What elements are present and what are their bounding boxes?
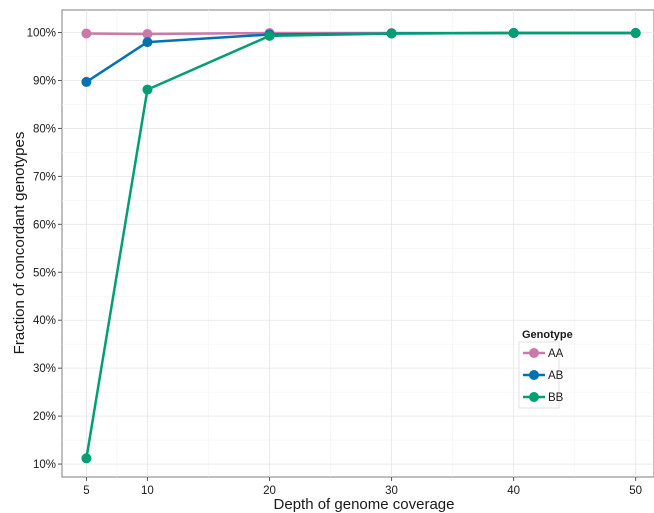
grid xyxy=(62,10,654,477)
y-tick-label: 50% xyxy=(33,267,56,279)
series-layer xyxy=(81,28,641,464)
x-axis-title: Depth of genome coverage xyxy=(274,496,455,513)
legend-label-aa: AA xyxy=(548,348,564,360)
x-tick-label: 40 xyxy=(507,485,520,497)
y-tick-label: 60% xyxy=(33,219,56,231)
x-tick-label: 30 xyxy=(385,485,398,497)
x-tick-label: 10 xyxy=(141,485,154,497)
legend-items: AA AB BB xyxy=(523,348,564,404)
data-point-aa xyxy=(81,28,92,39)
data-point-bb xyxy=(508,28,519,39)
axes: 10% 20% 30% 40% 50% 60% 70% 80% 90% 100% 5 10 20 30 40… xyxy=(27,28,643,497)
legend-label-bb: BB xyxy=(548,392,564,404)
y-tick-label: 10% xyxy=(33,459,56,471)
y-tick-label: 30% xyxy=(33,363,56,375)
legend-title: Genotype xyxy=(522,329,573,341)
y-axis-title: Fraction of concordant genotypes xyxy=(11,132,28,355)
legend-key-point-aa xyxy=(529,348,539,358)
plot-panel xyxy=(61,9,654,478)
y-tick-label: 70% xyxy=(33,171,56,183)
data-point-ab xyxy=(81,76,92,87)
data-point-bb xyxy=(264,30,275,41)
series-line-bb xyxy=(85,31,636,459)
data-point-bb xyxy=(630,28,641,39)
data-point-bb xyxy=(81,453,92,464)
x-tick-label: 20 xyxy=(263,485,276,497)
data-point-aa xyxy=(142,28,153,39)
x-tick-label: 5 xyxy=(83,485,89,497)
x-tick-label: 50 xyxy=(629,485,642,497)
legend: Genotype AA AB BB xyxy=(518,329,573,409)
y-tick-label: 90% xyxy=(33,75,56,87)
data-point-bb xyxy=(142,84,153,95)
data-point-ab xyxy=(142,37,153,48)
legend-label-ab: AB xyxy=(548,370,564,382)
y-tick-label: 40% xyxy=(33,315,56,327)
data-point-bb xyxy=(386,28,397,39)
legend-key-point-ab xyxy=(529,370,539,380)
y-tick-label: 20% xyxy=(33,411,56,423)
legend-key-point-bb xyxy=(529,392,539,402)
y-tick-label: 80% xyxy=(33,123,56,135)
y-tick-label: 100% xyxy=(27,28,56,40)
